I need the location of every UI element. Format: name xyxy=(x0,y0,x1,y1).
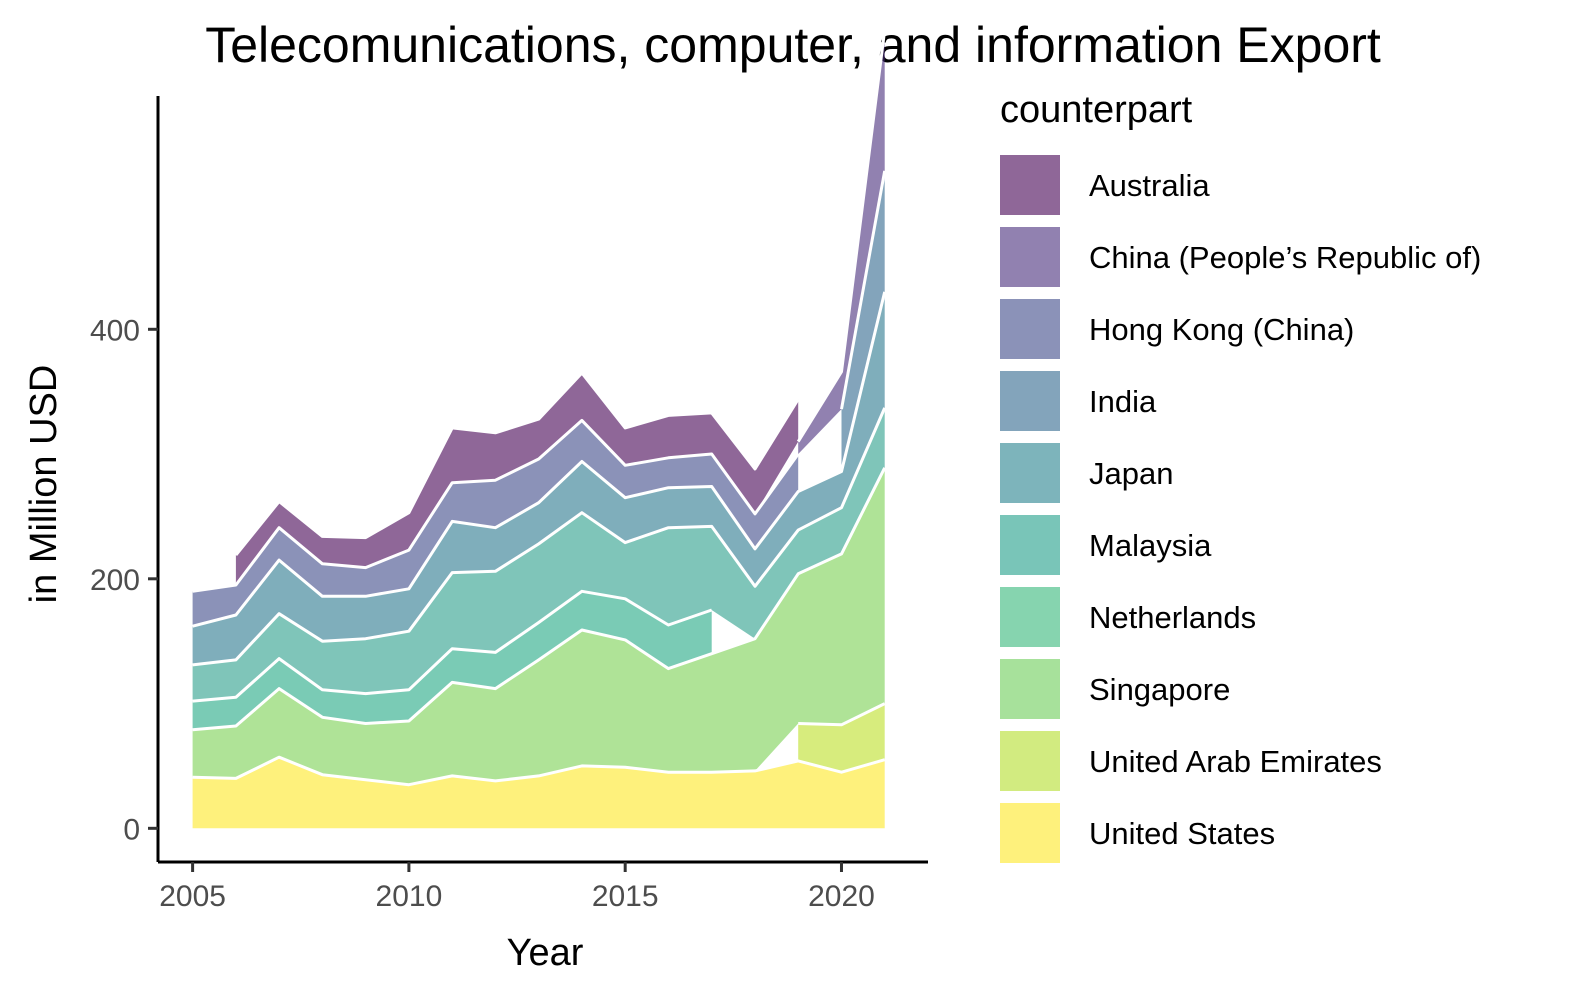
legend-key-malaysia xyxy=(1000,515,1060,575)
area-singapore-segment-0 xyxy=(192,467,885,785)
legend-label-japan: Japan xyxy=(1089,456,1173,491)
line-india-segment-0 xyxy=(840,170,887,410)
area-hong-kong-china-segment-0 xyxy=(192,420,799,627)
chart-title: Telecomunications, computer, and informa… xyxy=(205,17,1381,73)
legend-key-japan xyxy=(1000,443,1060,503)
legend-label-united-arab-emirates: United Arab Emirates xyxy=(1089,744,1382,779)
legend: Australia China (People’s Republic of) Hon… xyxy=(1000,155,1481,863)
line-netherlands-segment-0 xyxy=(192,589,713,703)
x-tick-label: 2005 xyxy=(159,880,226,913)
line-hong-kong-china-segment-0 xyxy=(192,418,800,593)
legend-key-united-arab-emirates xyxy=(1000,731,1060,791)
line-united-states-segment-0 xyxy=(192,755,886,787)
legend-key-united-states xyxy=(1000,803,1060,863)
legend-label-netherlands: Netherlands xyxy=(1089,600,1256,635)
legend-title: counterpart xyxy=(1000,89,1193,131)
x-tick-label: 2020 xyxy=(808,880,875,913)
line-australia-segment-0 xyxy=(234,371,800,557)
area-japan-segment-0 xyxy=(192,291,885,665)
legend-key-india xyxy=(1000,371,1060,431)
legend-label-china-people-s-republic-of: China (People’s Republic of) xyxy=(1089,240,1481,275)
stacked-areas xyxy=(192,29,885,829)
y-tick-label: 200 xyxy=(90,564,140,597)
legend-label-india: India xyxy=(1089,384,1157,419)
legend-key-netherlands xyxy=(1000,587,1060,647)
legend-key-australia xyxy=(1000,155,1060,215)
x-axis-title: Year xyxy=(507,932,584,974)
series-boundary-lines xyxy=(192,29,887,787)
legend-key-hong-kong-china xyxy=(1000,299,1060,359)
legend-label-australia: Australia xyxy=(1089,168,1210,203)
line-singapore-segment-0 xyxy=(192,467,887,732)
area-malaysia-segment-0 xyxy=(192,407,885,702)
area-netherlands-segment-0 xyxy=(192,591,712,730)
y-tick-label: 400 xyxy=(90,314,140,347)
legend-label-singapore: Singapore xyxy=(1089,672,1230,707)
area-india-segment-0 xyxy=(841,170,885,472)
x-tick-label: 2010 xyxy=(376,880,443,913)
x-tick-label: 2015 xyxy=(592,880,659,913)
legend-label-united-states: United States xyxy=(1089,816,1275,851)
area-united-states-segment-0 xyxy=(192,757,885,829)
y-axis-ticks: 0 200 400 xyxy=(90,314,158,846)
legend-label-malaysia: Malaysia xyxy=(1089,528,1212,563)
line-malaysia-segment-0 xyxy=(192,407,887,667)
area-united-arab-emirates-segment-0 xyxy=(798,703,885,773)
legend-key-singapore xyxy=(1000,659,1060,719)
line-united-arab-emirates-segment-0 xyxy=(798,702,886,727)
legend-key-china-people-s-republic-of xyxy=(1000,227,1060,287)
y-axis-title: in Million USD xyxy=(23,365,65,604)
line-china-people-s-republic-of-segment-0 xyxy=(796,29,887,443)
y-tick-label: 0 xyxy=(123,813,140,846)
x-axis-ticks: 2005 2010 2015 2020 xyxy=(159,862,875,913)
line-japan-segment-0 xyxy=(192,291,887,628)
legend-label-hong-kong-china: Hong Kong (China) xyxy=(1089,312,1354,347)
area-china-people-s-republic-of-segment-0 xyxy=(798,29,885,455)
